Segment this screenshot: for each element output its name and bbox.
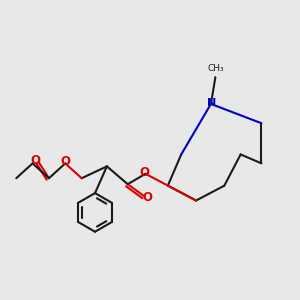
Text: O: O: [30, 154, 40, 167]
Text: CH₃: CH₃: [207, 64, 224, 73]
Text: O: O: [140, 166, 150, 179]
Text: O: O: [60, 155, 70, 168]
Text: O: O: [142, 191, 153, 204]
Text: N: N: [207, 98, 216, 108]
